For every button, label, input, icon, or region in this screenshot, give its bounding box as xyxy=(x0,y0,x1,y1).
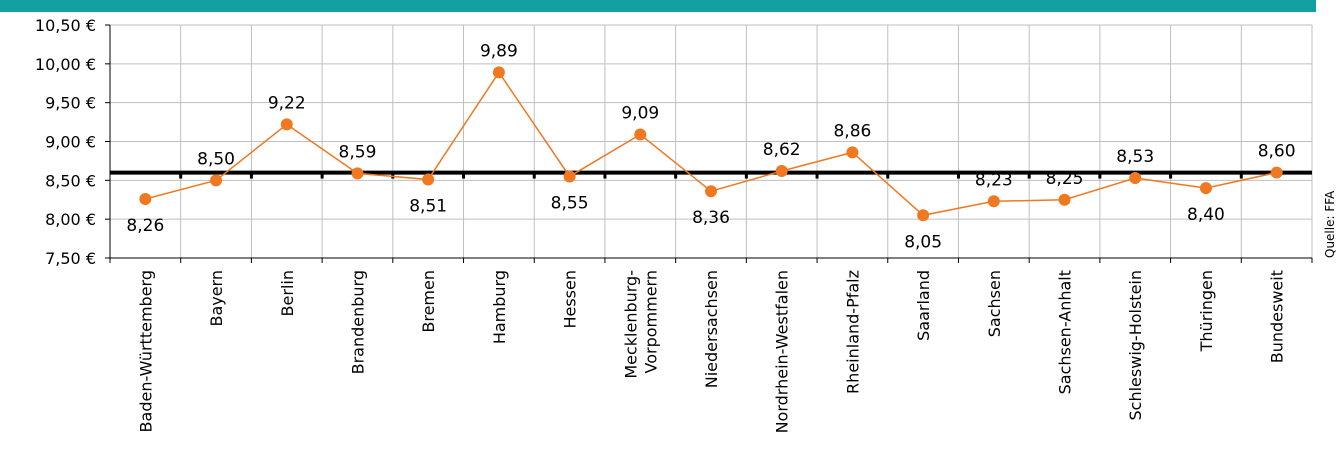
x-tick-label-line: Schleswig-Holstein xyxy=(1126,270,1145,420)
data-label: 8,40 xyxy=(1187,205,1225,225)
x-tick-label: Rheinland-Pfalz xyxy=(843,270,862,394)
axes xyxy=(105,24,1313,263)
y-tick-label: 9,00 € xyxy=(45,133,96,152)
x-tick-label-line: Sachsen-Anhalt xyxy=(1056,270,1075,394)
data-point xyxy=(987,195,1000,208)
data-label: 8,62 xyxy=(763,140,801,160)
data-point xyxy=(1270,166,1283,179)
x-tick-label: Baden-Württemberg xyxy=(136,270,155,432)
data-label: 8,86 xyxy=(833,121,871,141)
data-point xyxy=(210,174,223,187)
data-labels: 8,26 8,50 9,22 8,59 8,51 9,89 8,55 9,09 8,36 8,62… xyxy=(126,41,1295,252)
x-tick-label: Thüringen xyxy=(1197,270,1216,352)
data-point xyxy=(775,165,788,178)
data-point xyxy=(563,170,576,183)
x-tick-label-line: Sachsen xyxy=(985,270,1004,337)
x-tick-label: Sachsen-Anhalt xyxy=(1056,270,1075,394)
x-tick-label-line: Brandenburg xyxy=(348,270,367,374)
data-label: 8,05 xyxy=(904,232,942,252)
data-label: 8,59 xyxy=(339,142,377,162)
data-point xyxy=(1129,172,1142,185)
y-tick-label: 9,50 € xyxy=(45,94,96,113)
x-tick-label: Nordrhein-Westfalen xyxy=(773,270,792,433)
source-label: Quelle: FFA xyxy=(1323,190,1337,258)
data-point xyxy=(634,128,647,141)
data-label: 8,53 xyxy=(1116,147,1154,167)
y-tick-label: 8,50 € xyxy=(45,171,96,190)
x-tick-label: Hamburg xyxy=(490,270,509,344)
reference-line-group xyxy=(110,170,1312,179)
data-point xyxy=(280,118,293,131)
x-tick-label: Brandenburg xyxy=(348,270,367,374)
x-tick-label-line: Thüringen xyxy=(1197,270,1216,352)
x-tick-label-line: Baden-Württemberg xyxy=(136,270,155,432)
data-point xyxy=(351,167,364,180)
x-tick-label-line: Saarland xyxy=(914,270,933,341)
x-tick-label: Berlin xyxy=(278,270,297,316)
y-tick-labels: 7,50 € 8,00 € 8,50 € 9,00 € 9,50 € 10,00 € 10,… xyxy=(35,16,96,268)
x-tick-label: Schleswig-Holstein xyxy=(1126,270,1145,420)
data-label: 8,23 xyxy=(975,170,1013,190)
data-point xyxy=(422,173,435,186)
grid-lines xyxy=(110,24,1313,259)
data-label: 8,50 xyxy=(197,149,235,169)
series-group xyxy=(139,66,1283,222)
x-tick-label-line: Hessen xyxy=(561,270,580,329)
data-point xyxy=(705,185,717,198)
top-accent-bar xyxy=(0,0,1316,12)
data-point xyxy=(917,209,930,222)
data-point xyxy=(1199,182,1212,195)
data-point xyxy=(1058,193,1071,206)
x-tick-label-line: Vorpommern xyxy=(641,270,660,373)
data-label: 9,22 xyxy=(268,93,306,113)
x-tick-label: Sachsen xyxy=(985,270,1004,337)
data-label: 8,26 xyxy=(126,216,164,236)
x-tick-label-line: Berlin xyxy=(278,270,297,316)
x-tick-label-line: Niedersachsen xyxy=(702,270,721,388)
x-tick-label-line: Bundesweit xyxy=(1268,270,1287,363)
x-tick-label: Saarland xyxy=(914,270,933,341)
data-label: 9,09 xyxy=(621,104,659,124)
x-tick-label: Bundesweit xyxy=(1268,270,1287,363)
data-point xyxy=(846,146,859,159)
x-tick-label-line: Rheinland-Pfalz xyxy=(843,270,862,394)
data-point xyxy=(492,66,505,79)
x-tick-label: Niedersachsen xyxy=(702,270,721,388)
x-tick-label-line: Hamburg xyxy=(490,270,509,344)
data-label: 8,36 xyxy=(692,208,730,228)
x-tick-label: Bremen xyxy=(419,270,438,333)
x-tick-label: Mecklenburg-Vorpommern xyxy=(621,270,660,379)
y-tick-label: 10,50 € xyxy=(35,16,96,35)
x-tick-label-line: Bremen xyxy=(419,270,438,333)
data-point xyxy=(139,192,152,205)
x-tick-label: Bayern xyxy=(207,270,226,327)
y-tick-label: 8,00 € xyxy=(45,210,96,229)
data-label: 8,51 xyxy=(409,197,447,217)
data-label: 8,60 xyxy=(1258,142,1296,162)
x-tick-label-line: Mecklenburg- xyxy=(621,270,640,379)
data-label: 8,25 xyxy=(1046,169,1084,189)
x-tick-label-line: Bayern xyxy=(207,270,226,327)
x-tick-label-line: Nordrhein-Westfalen xyxy=(773,270,792,433)
data-label: 8,55 xyxy=(551,193,589,213)
x-tick-labels: Baden-Württemberg Bayern Berlin Brandenburg… xyxy=(136,270,1286,433)
y-tick-label: 10,00 € xyxy=(35,55,96,74)
y-tick-label: 7,50 € xyxy=(45,249,96,268)
x-tick-label: Hessen xyxy=(561,270,580,329)
data-label: 9,89 xyxy=(480,41,518,61)
